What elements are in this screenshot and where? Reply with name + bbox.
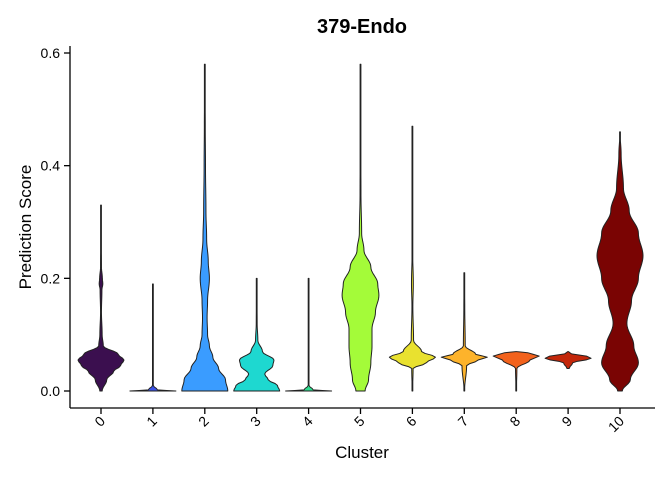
x-tick-label: 1 <box>143 413 160 430</box>
y-tick-label: 0.6 <box>41 45 61 61</box>
x-tick-label: 7 <box>455 413 472 430</box>
y-tick-label: 0.0 <box>41 383 61 399</box>
violin-cluster-4 <box>285 277 333 392</box>
violin-cluster-2 <box>181 63 229 392</box>
x-axis-label: Cluster <box>335 443 389 462</box>
x-tick-label: 2 <box>195 413 212 430</box>
x-tick-label: 5 <box>351 413 368 430</box>
violin-cluster-5 <box>341 63 380 392</box>
violin-cluster-3 <box>233 277 281 392</box>
y-axis-ticks: 0.0 0.2 0.4 0.6 <box>41 45 70 399</box>
x-tick-label: 8 <box>506 413 523 430</box>
violin-cluster-0 <box>77 204 125 392</box>
violin-cluster-6 <box>388 125 436 392</box>
y-axis-label: Prediction Score <box>16 165 35 290</box>
violin-cluster-1 <box>129 283 177 392</box>
x-tick-label: 4 <box>299 413 316 430</box>
x-axis-ticks: 0 1 2 3 4 5 6 7 8 9 10 <box>91 408 627 435</box>
violin-cluster-7 <box>440 272 488 392</box>
y-tick-label: 0.4 <box>41 158 61 174</box>
violin-cluster-8 <box>492 351 540 392</box>
x-tick-label: 10 <box>605 413 627 435</box>
violin-cluster-9 <box>544 351 592 369</box>
violin-layer <box>77 63 644 392</box>
violin-cluster-10 <box>596 131 644 392</box>
y-tick-label: 0.2 <box>41 270 61 286</box>
x-tick-label: 9 <box>558 413 575 430</box>
chart-title: 379-Endo <box>317 16 407 38</box>
x-tick-label: 0 <box>91 413 108 430</box>
x-tick-label: 3 <box>247 413 264 430</box>
x-tick-label: 6 <box>403 413 420 430</box>
